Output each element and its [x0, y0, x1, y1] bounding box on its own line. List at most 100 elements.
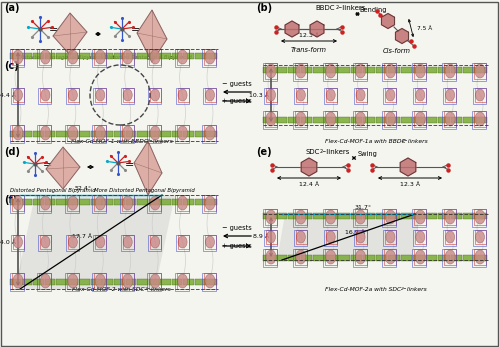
Bar: [147, 125, 161, 143]
Bar: [178, 235, 188, 249]
Bar: [22, 279, 32, 285]
Bar: [92, 273, 106, 291]
Ellipse shape: [296, 250, 306, 264]
Text: − guests: − guests: [222, 81, 252, 87]
Text: Flex-Cd-MOF-2a with SDC: Flex-Cd-MOF-2a with SDC: [325, 287, 401, 292]
Bar: [276, 255, 287, 261]
Bar: [56, 131, 67, 137]
Ellipse shape: [122, 126, 132, 140]
Bar: [426, 213, 437, 219]
Bar: [463, 117, 474, 123]
Bar: [438, 117, 450, 123]
Bar: [38, 235, 52, 251]
Bar: [80, 53, 90, 59]
Bar: [263, 209, 277, 227]
Bar: [67, 125, 79, 141]
Text: 2−: 2−: [145, 287, 152, 291]
Bar: [184, 279, 194, 285]
Bar: [474, 111, 486, 127]
Bar: [114, 53, 124, 59]
Text: Flex-Cd-MOF-1a with BBDC: Flex-Cd-MOF-1a with BBDC: [324, 139, 406, 144]
Text: + guests: + guests: [222, 98, 252, 104]
Bar: [149, 125, 161, 141]
Bar: [22, 131, 32, 137]
Bar: [13, 88, 24, 102]
Bar: [472, 63, 486, 81]
Bar: [376, 117, 387, 123]
Ellipse shape: [122, 196, 132, 210]
Bar: [326, 230, 336, 244]
Bar: [56, 53, 67, 59]
Bar: [363, 117, 374, 123]
Bar: [148, 199, 160, 205]
Bar: [413, 67, 424, 73]
Text: (a): (a): [4, 3, 20, 13]
Bar: [205, 88, 216, 102]
Ellipse shape: [446, 231, 454, 243]
Bar: [326, 88, 336, 102]
Bar: [206, 279, 217, 285]
Bar: [442, 249, 456, 267]
Bar: [184, 131, 194, 137]
Ellipse shape: [475, 64, 485, 78]
Text: Trans-form: Trans-form: [291, 47, 327, 53]
Bar: [160, 53, 171, 59]
Bar: [475, 230, 486, 244]
Bar: [94, 195, 106, 211]
Bar: [294, 230, 307, 246]
Bar: [386, 88, 396, 102]
Bar: [102, 199, 113, 205]
Bar: [38, 88, 52, 104]
Bar: [450, 67, 462, 73]
Ellipse shape: [13, 126, 23, 140]
Bar: [324, 111, 336, 127]
Bar: [94, 235, 106, 251]
Ellipse shape: [40, 196, 50, 210]
Bar: [172, 53, 182, 59]
Text: Distorted Pentagonal Bipyramid: Distorted Pentagonal Bipyramid: [18, 55, 106, 60]
Polygon shape: [285, 21, 299, 37]
Bar: [476, 213, 487, 219]
Bar: [356, 88, 366, 102]
Bar: [472, 111, 486, 129]
Bar: [263, 255, 274, 261]
Bar: [96, 88, 106, 102]
Bar: [33, 279, 43, 285]
Bar: [91, 53, 102, 59]
Bar: [114, 131, 124, 137]
Bar: [266, 88, 277, 102]
Ellipse shape: [416, 89, 425, 101]
Bar: [172, 279, 182, 285]
Text: Distorted Pentagonal Bipyramid: Distorted Pentagonal Bipyramid: [10, 188, 96, 193]
Bar: [44, 131, 56, 137]
Bar: [265, 111, 277, 127]
Bar: [363, 213, 374, 219]
Bar: [40, 125, 52, 141]
Bar: [300, 255, 312, 261]
Ellipse shape: [178, 274, 188, 288]
Text: =: =: [126, 160, 134, 170]
Bar: [294, 88, 307, 104]
Bar: [56, 279, 67, 285]
Bar: [295, 249, 307, 265]
Bar: [176, 88, 188, 104]
Bar: [414, 230, 426, 246]
Bar: [276, 117, 287, 123]
Bar: [11, 235, 24, 251]
Bar: [412, 63, 426, 81]
Bar: [137, 199, 147, 205]
Bar: [184, 53, 194, 59]
Bar: [122, 49, 134, 65]
Polygon shape: [400, 158, 416, 176]
Bar: [122, 88, 134, 102]
Bar: [44, 199, 56, 205]
Polygon shape: [15, 195, 175, 289]
Bar: [324, 249, 336, 265]
Ellipse shape: [13, 274, 23, 288]
Text: 52.4°: 52.4°: [75, 186, 92, 191]
Bar: [444, 249, 456, 265]
Bar: [338, 67, 349, 73]
Bar: [293, 63, 307, 81]
Ellipse shape: [326, 89, 335, 101]
Bar: [352, 63, 366, 81]
